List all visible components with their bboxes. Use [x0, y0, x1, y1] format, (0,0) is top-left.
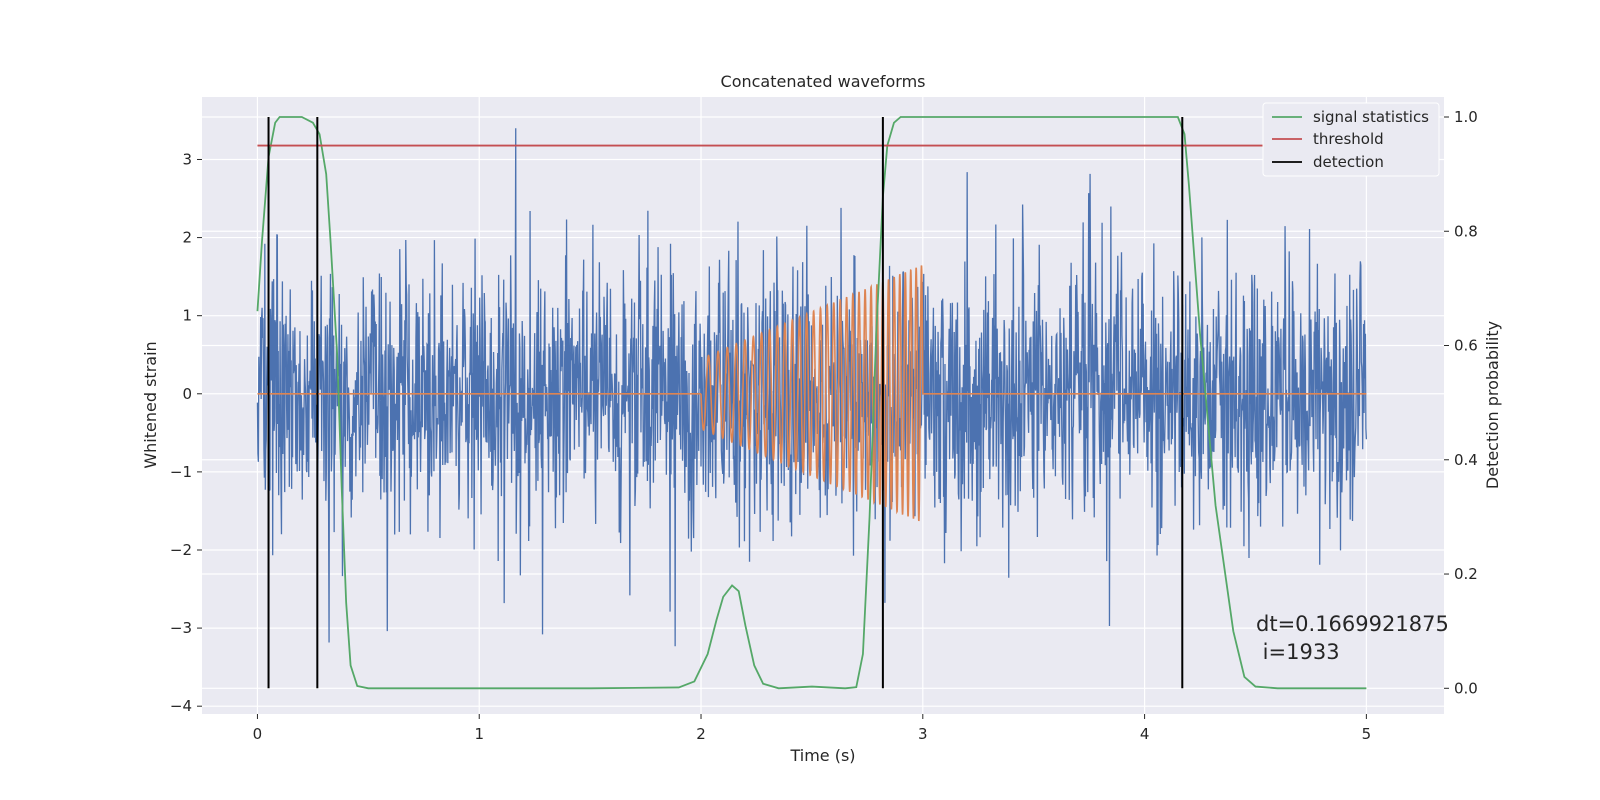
x-tick-label: 1 [474, 725, 484, 743]
y-tick-label: 2 [182, 229, 192, 247]
y-tick-label: −2 [170, 541, 192, 559]
y-tick-label: 3 [182, 150, 192, 168]
annotation-dt: dt=0.1669921875 [1256, 612, 1449, 636]
annotation-index: i=1933 [1256, 640, 1340, 664]
y-axis-label: Whitened strain [141, 341, 160, 468]
y-right-tick-label: 0.2 [1454, 565, 1478, 583]
x-tick-label: 0 [253, 725, 263, 743]
y-tick-label: −3 [170, 619, 192, 637]
x-tick-label: 3 [918, 725, 928, 743]
y-right-tick-label: 0.6 [1454, 337, 1478, 355]
legend: signal statistics threshold detection [1263, 103, 1439, 176]
y-right-tick-label: 0.8 [1454, 222, 1478, 240]
legend-label-threshold: threshold [1313, 130, 1384, 148]
x-tick-label: 2 [696, 725, 706, 743]
chart: 0 1 2 3 4 5 3 2 1 0 −1 −2 −3 −4 0.0 0.2 0.4 0.6 0.8 1.0 Con… [0, 0, 1600, 800]
legend-label-detection: detection [1313, 153, 1384, 171]
x-tick-label: 5 [1362, 725, 1372, 743]
y-right-tick-label: 0.0 [1454, 679, 1478, 697]
y-right-tick-label: 0.4 [1454, 451, 1478, 469]
chart-title: Concatenated waveforms [721, 72, 926, 91]
y-tick-label: −4 [170, 697, 192, 715]
x-tick-label: 4 [1140, 725, 1150, 743]
chart-svg: 0 1 2 3 4 5 3 2 1 0 −1 −2 −3 −4 0.0 0.2 0.4 0.6 0.8 1.0 Con… [0, 0, 1600, 800]
y-tick-label: 0 [182, 385, 192, 403]
y-tick-label: 1 [182, 307, 192, 325]
x-axis-label: Time (s) [789, 746, 855, 765]
y-tick-label: −1 [170, 463, 192, 481]
y-right-axis-label: Detection probability [1483, 321, 1502, 489]
legend-label-signal-statistics: signal statistics [1313, 108, 1429, 126]
y-right-tick-label: 1.0 [1454, 108, 1478, 126]
